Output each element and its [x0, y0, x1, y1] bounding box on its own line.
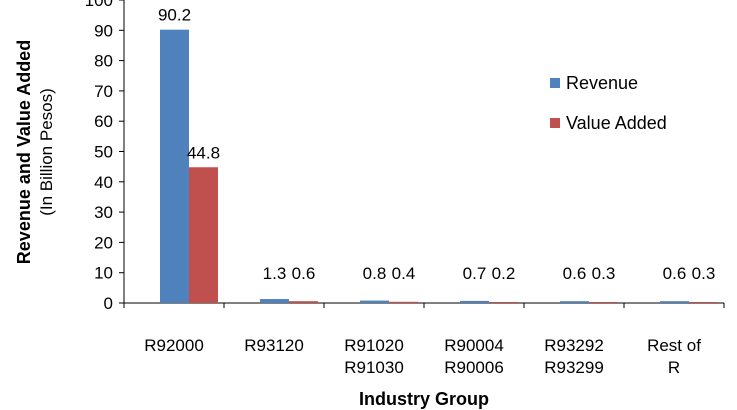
- category-labels: R92000 R93120 R91020 R91030 R90004 R90006 R932…: [144, 336, 701, 377]
- data-label: 0.2: [492, 264, 516, 283]
- legend: Revenue Value Added: [550, 73, 667, 133]
- category-label: R92000: [144, 336, 204, 355]
- y-tick-label: 100: [85, 0, 113, 10]
- category-label: R91020: [344, 336, 404, 355]
- data-label: 0.6: [663, 264, 687, 283]
- y-axis-title: Revenue and Value Added (In Billion Peso…: [14, 40, 56, 264]
- data-label: 0.8: [363, 264, 387, 283]
- category-label: R90004: [444, 336, 504, 355]
- y-tick-label: 60: [94, 112, 113, 131]
- bar-revenue: [160, 29, 189, 303]
- y-tick-label: 20: [94, 233, 113, 252]
- data-label: 44.8: [187, 143, 220, 162]
- data-label: 1.3: [263, 264, 287, 283]
- bar-revenue: [360, 300, 389, 303]
- legend-label: Revenue: [566, 73, 638, 93]
- y-tick-label: 0: [104, 294, 113, 313]
- legend-swatch: [550, 118, 560, 128]
- y-tick-label: 80: [94, 52, 113, 71]
- y-tick-label: 40: [94, 173, 113, 192]
- category-label: R90006: [444, 358, 504, 377]
- legend-swatch: [550, 78, 560, 88]
- y-axis-ticks: 0 10 20 30 40 50 60 70 80 90 100: [85, 0, 725, 313]
- bar-value-added: [189, 167, 218, 303]
- bar-revenue: [560, 301, 589, 303]
- bars: [160, 29, 718, 303]
- data-label: 0.7: [463, 264, 487, 283]
- category-label: Rest of: [647, 336, 701, 355]
- y-tick-label: 30: [94, 203, 113, 222]
- data-label: 0.3: [692, 264, 716, 283]
- bar-value-added: [489, 302, 518, 303]
- category-label: R93299: [544, 358, 604, 377]
- legend-label: Value Added: [566, 113, 667, 133]
- category-label: R91030: [344, 358, 404, 377]
- y-tick-label: 10: [94, 264, 113, 283]
- bar-value-added: [389, 301, 418, 303]
- bar-value-added: [589, 302, 618, 303]
- bar-revenue: [260, 299, 289, 303]
- category-label: R93120: [244, 336, 304, 355]
- bar-revenue: [460, 300, 489, 303]
- x-axis-title: Industry Group: [359, 389, 489, 409]
- data-labels: 90.2 44.8 1.3 0.6 0.8 0.4 0.7 0.2 0.6 0.3 0.6 0.3: [158, 6, 715, 283]
- bar-revenue: [660, 301, 689, 303]
- data-label: 0.6: [292, 264, 316, 283]
- category-label: R93292: [544, 336, 604, 355]
- y-axis-title-sub: (In Billion Pesos): [37, 88, 56, 216]
- data-label: 0.4: [392, 264, 416, 283]
- data-label: 90.2: [158, 6, 191, 25]
- data-label: 0.3: [592, 264, 616, 283]
- data-label: 0.6: [563, 264, 587, 283]
- bar-value-added: [689, 302, 718, 303]
- bar-value-added: [289, 301, 318, 303]
- y-axis-title-main: Revenue and Value Added: [14, 40, 34, 264]
- y-tick-label: 90: [94, 21, 113, 40]
- y-tick-label: 50: [94, 143, 113, 162]
- y-tick-label: 70: [94, 82, 113, 101]
- category-label: R: [668, 358, 680, 377]
